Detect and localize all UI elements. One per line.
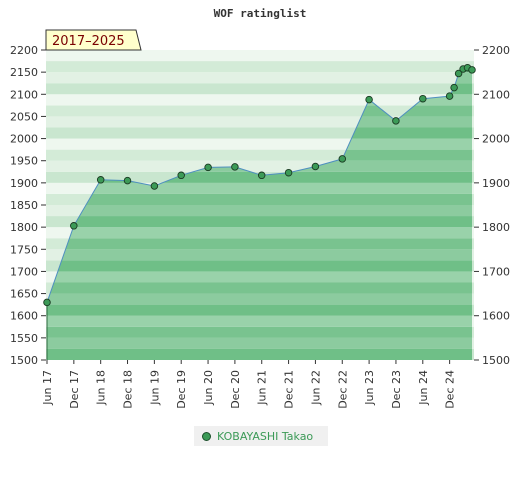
data-point: [150, 182, 159, 190]
area-stripe: [47, 304, 472, 316]
legend-series-label: KOBAYASHI Takao: [217, 429, 314, 443]
y-axis-right: 1500 1600 1700 1800 1900 2000 2100 2200: [474, 44, 510, 367]
background-band: [46, 50, 474, 62]
y-tick-label-right: 2000: [482, 133, 510, 146]
data-point: [204, 163, 212, 172]
y-tick-label-right: 2100: [482, 88, 510, 101]
data-point: [392, 117, 400, 125]
y-tick-label: 1550: [10, 332, 38, 345]
y-axis-left: 1500 1550 1600 1650 1700 1750 1800 1850 1900 1950…: [10, 44, 46, 367]
data-point: [231, 163, 239, 171]
area-stripe: [47, 315, 472, 327]
x-tick-label: Dec 22: [336, 370, 349, 409]
area-stripe: [47, 271, 472, 283]
area-stripe: [47, 282, 472, 294]
y-tick-label-right: 1600: [482, 310, 510, 323]
background-band: [46, 127, 474, 139]
area-stripe: [47, 293, 472, 305]
data-point: [123, 176, 132, 185]
background-band: [46, 72, 474, 84]
y-tick-label-right: 2200: [482, 44, 510, 57]
area-stripe: [47, 193, 472, 205]
y-tick-label: 2100: [10, 88, 38, 101]
background-band: [46, 105, 474, 117]
area-stripe: [47, 205, 472, 217]
area-stripe: [47, 216, 472, 228]
data-point: [311, 162, 320, 171]
y-tick-label-right: 1700: [482, 265, 510, 278]
x-tick-label: Dec 24: [444, 370, 457, 409]
x-tick-label: Dec 17: [68, 370, 81, 409]
data-point: [450, 83, 458, 92]
data-point: [177, 171, 185, 180]
x-tick-label: Dec 20: [229, 370, 242, 409]
background-band: [46, 83, 474, 95]
data-point: [284, 168, 293, 177]
data-point: [468, 66, 476, 74]
y-tick-label: 1750: [10, 243, 38, 256]
x-tick-label: Jun 20: [202, 370, 215, 406]
data-points: [43, 63, 476, 307]
background-band: [46, 94, 474, 106]
x-tick-label: Dec 21: [283, 370, 296, 409]
x-tick-label: Jun 23: [363, 370, 376, 406]
y-tick-label: 1650: [10, 288, 38, 301]
legend: KOBAYASHI Takao: [194, 426, 328, 446]
data-point: [454, 69, 463, 78]
background-band: [46, 160, 474, 172]
x-tick-label: Jun 24: [417, 370, 430, 406]
y-tick-label: 2200: [10, 44, 38, 57]
y-tick-label: 2150: [10, 66, 38, 79]
y-tick-label: 2000: [10, 133, 38, 146]
area-stripe: [47, 348, 472, 360]
y-tick-label: 1500: [10, 354, 38, 367]
x-tick-label: Jun 18: [95, 370, 108, 406]
y-tick-label: 1600: [10, 310, 38, 323]
data-point: [445, 92, 454, 100]
data-point: [43, 298, 51, 307]
area-stripe: [47, 249, 472, 261]
range-label-box: 2017–2025: [45, 29, 142, 51]
y-tick-label-right: 1800: [482, 221, 510, 234]
x-tick-label: Dec 23: [390, 370, 403, 409]
data-point: [419, 94, 427, 103]
legend-marker-icon: [202, 431, 211, 441]
area-stripe: [47, 260, 472, 272]
area-stripe: [47, 337, 472, 349]
data-point: [257, 171, 266, 180]
x-tick-label: Jun 22: [309, 370, 322, 406]
y-tick-label: 2050: [10, 110, 38, 123]
area-stripe: [47, 227, 472, 239]
background-band: [46, 61, 474, 73]
y-tick-label-right: 1500: [482, 354, 510, 367]
x-tick-label: Jun 21: [256, 370, 269, 406]
x-axis: Jun 17 Dec 17 Jun 18 Dec 18 Jun 19 Dec 19 Jun …: [41, 360, 457, 409]
x-tick-label: Dec 19: [175, 370, 188, 409]
data-point: [70, 222, 78, 230]
background-band: [46, 138, 474, 150]
data-point: [96, 176, 105, 184]
x-tick-label: Jun 19: [148, 370, 161, 406]
chart-title: WOF ratinglist: [214, 7, 307, 20]
y-tick-label: 1850: [10, 199, 38, 212]
y-tick-label: 1800: [10, 221, 38, 234]
area-stripe: [47, 238, 472, 250]
area-stripe: [47, 326, 472, 338]
data-point: [365, 95, 373, 104]
y-tick-label: 1950: [10, 155, 38, 168]
background-band: [46, 116, 474, 128]
area-stripe: [47, 182, 472, 194]
y-tick-label: 1900: [10, 177, 38, 190]
x-tick-label: Dec 18: [122, 370, 135, 409]
y-tick-label: 1700: [10, 265, 38, 278]
y-tick-label-right: 1900: [482, 177, 510, 190]
data-point: [338, 155, 347, 163]
range-label: 2017–2025: [52, 34, 125, 49]
background-band: [46, 149, 474, 161]
x-tick-label: Jun 17: [41, 370, 54, 406]
